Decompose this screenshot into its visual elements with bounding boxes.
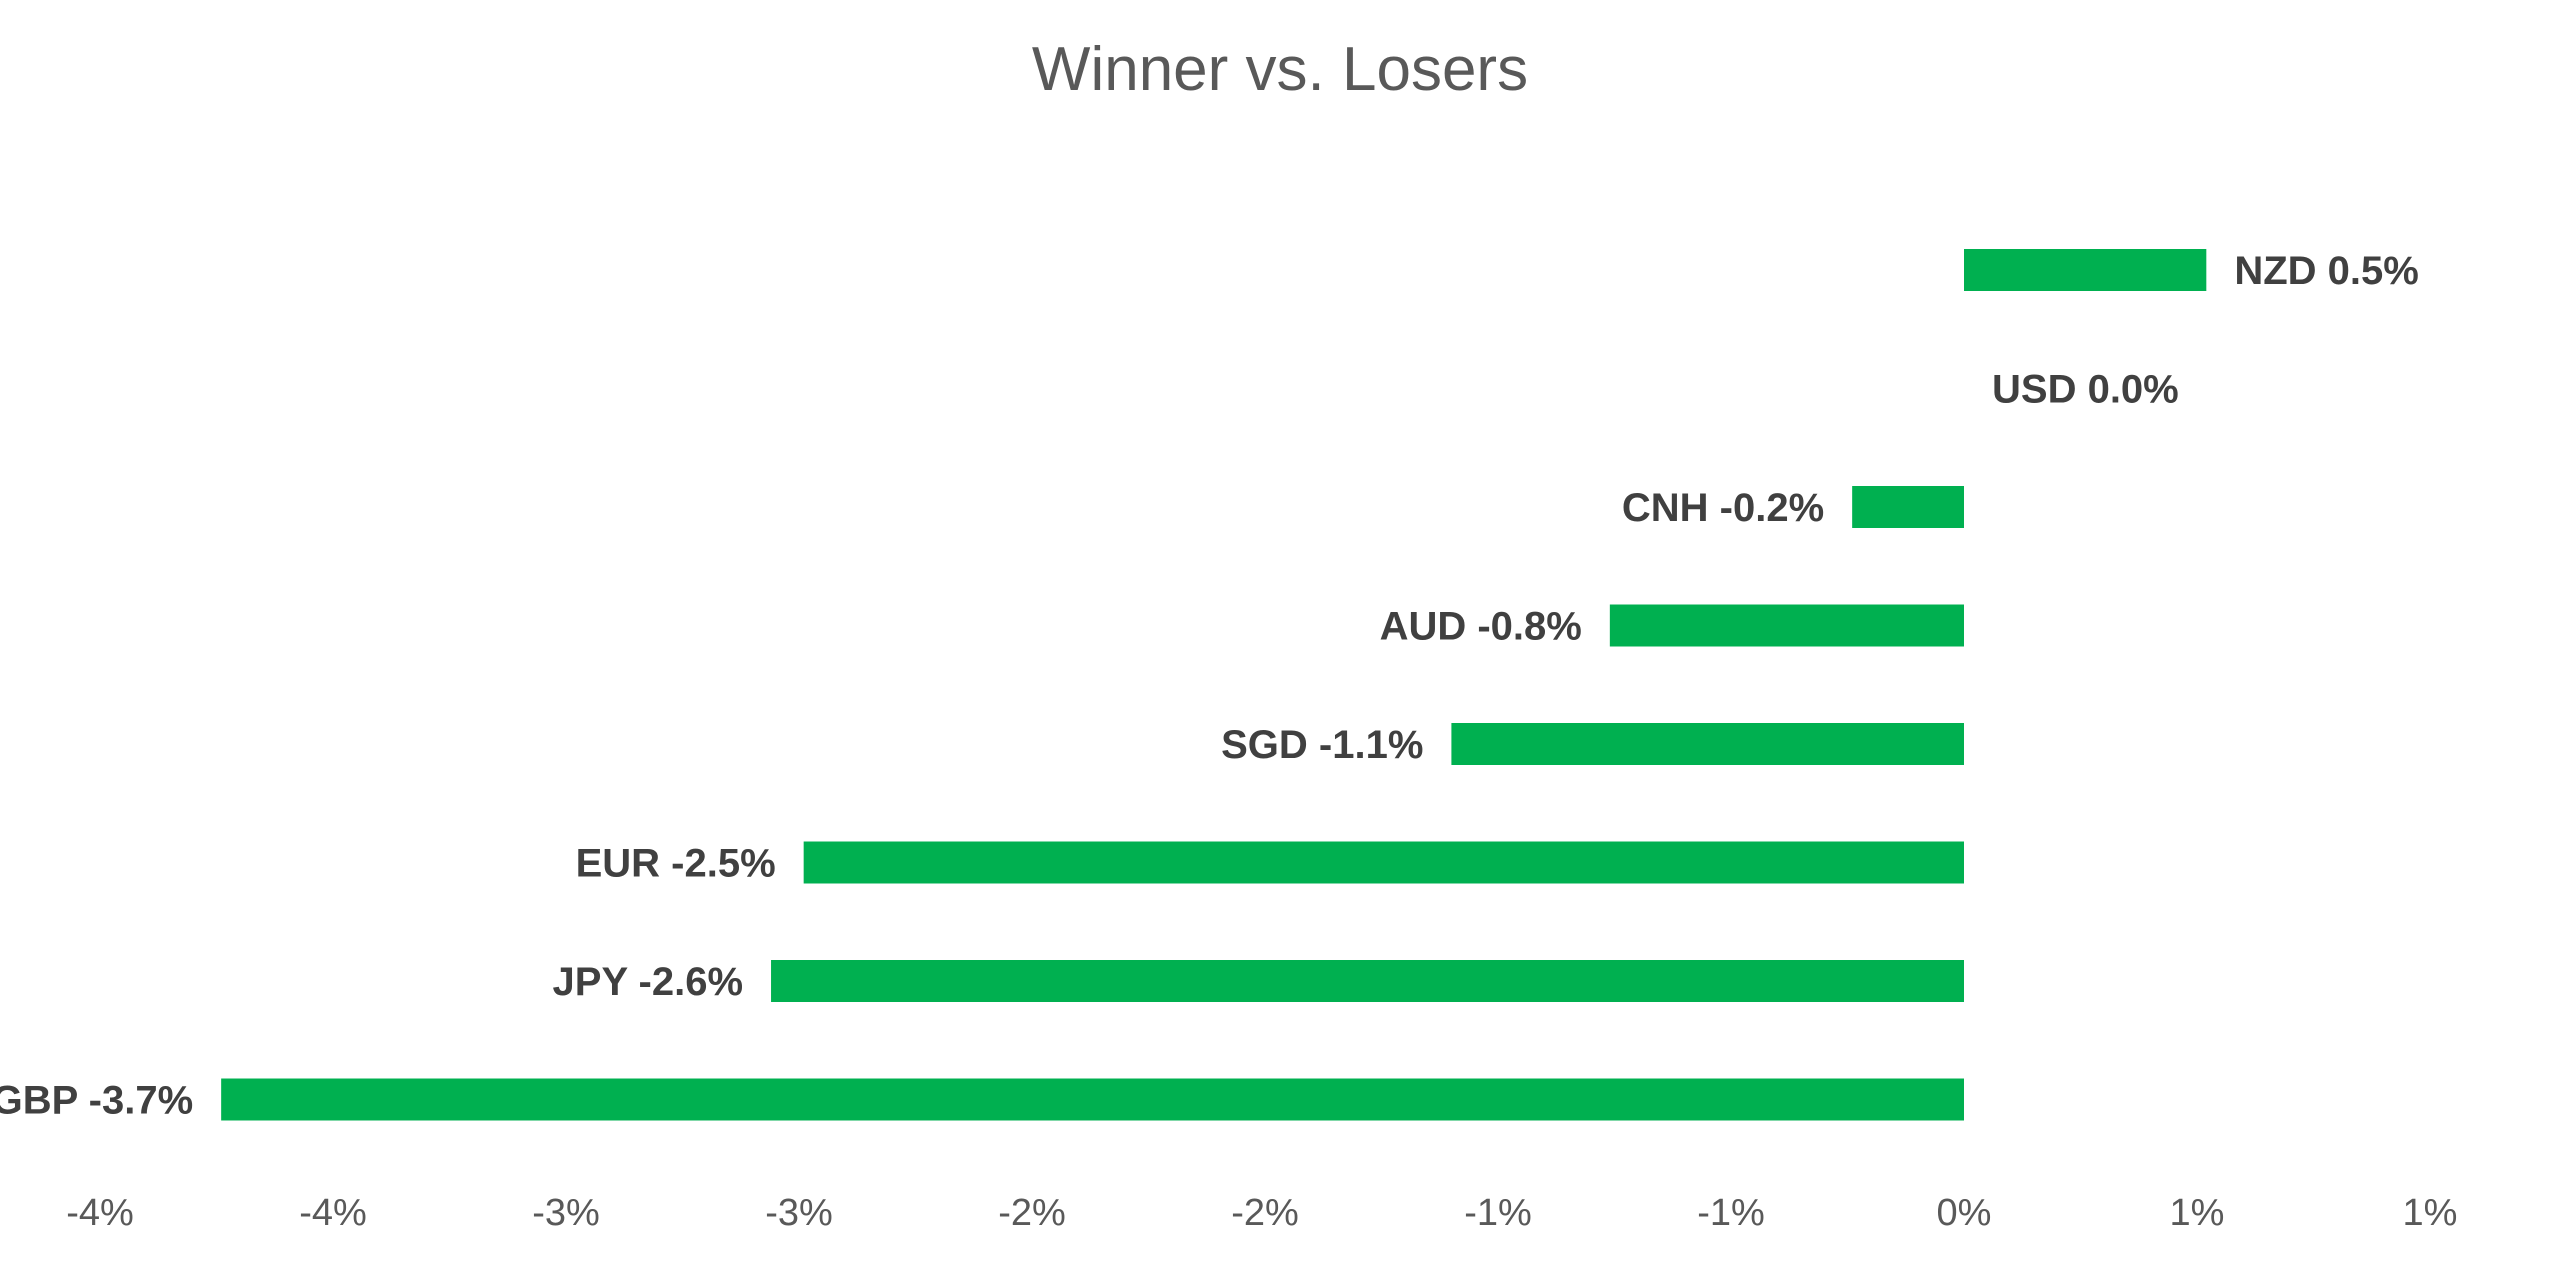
x-tick-label: -2% — [998, 1192, 1066, 1234]
data-label-jpy: JPY -2.6% — [553, 960, 744, 1004]
bar-cnh — [1852, 486, 1964, 528]
x-tick-label: 1% — [2170, 1192, 2225, 1234]
x-tick-label: -4% — [66, 1192, 134, 1234]
data-label-sgd: SGD -1.1% — [1221, 723, 1423, 767]
chart-title: Winner vs. Losers — [1032, 35, 1528, 104]
x-axis-tick-labels: -4% -4% -3% -3% -2% -2% -1% -1% 0% 1% 1% — [66, 1192, 2457, 1234]
x-tick-label: -1% — [1697, 1192, 1765, 1234]
bar-aud — [1609, 604, 1964, 647]
x-tick-label: -2% — [1231, 1192, 1299, 1234]
data-label-eur: EUR -2.5% — [576, 842, 776, 886]
bar-gbp — [221, 1078, 1964, 1121]
bar-sgd — [1451, 723, 1964, 765]
data-labels-layer: NZD 0.5% USD 0.0% CNH -0.2% AUD -0.8% SGD -1… — [0, 249, 2419, 1123]
bars-layer — [221, 249, 2207, 1121]
data-label-usd: USD 0.0% — [1992, 368, 2179, 412]
x-tick-label: -1% — [1464, 1192, 1532, 1234]
bar-eur — [803, 841, 1965, 884]
data-label-gbp: GBP -3.7% — [0, 1079, 193, 1123]
bar-nzd — [1964, 249, 2207, 291]
bar-jpy — [771, 960, 1964, 1002]
x-tick-label: 0% — [1937, 1192, 1992, 1234]
x-tick-label: -3% — [532, 1192, 600, 1234]
data-label-cnh: CNH -0.2% — [1622, 486, 1824, 530]
x-tick-label: -3% — [765, 1192, 833, 1234]
data-label-nzd: NZD 0.5% — [2234, 249, 2419, 293]
x-tick-label: 1% — [2403, 1192, 2458, 1234]
x-tick-label: -4% — [299, 1192, 367, 1234]
data-label-aud: AUD -0.8% — [1380, 605, 1582, 649]
